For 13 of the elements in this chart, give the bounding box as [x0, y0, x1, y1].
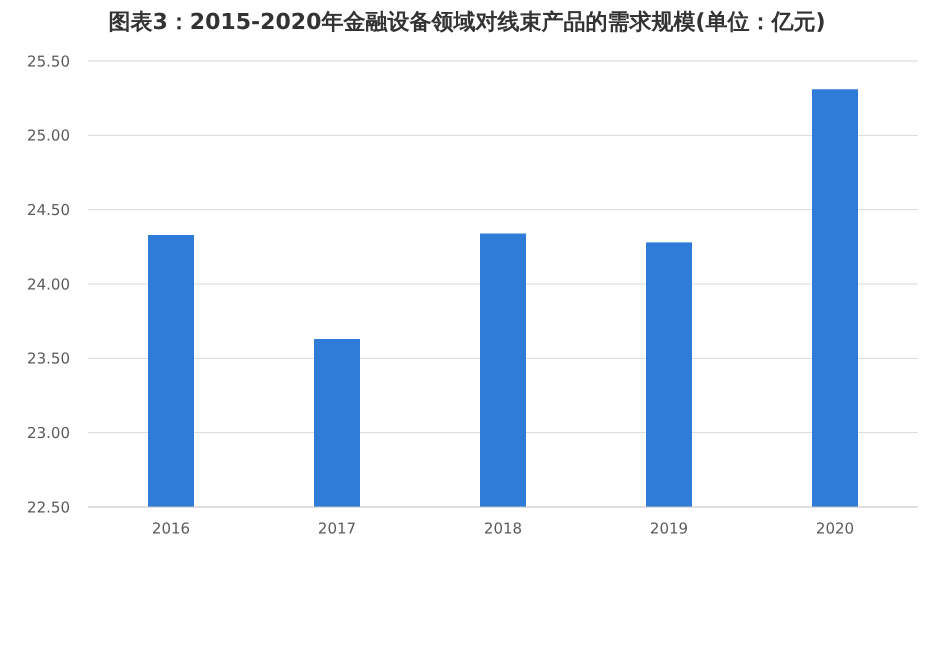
y-tick-label: 23.50: [27, 350, 70, 368]
x-tick-label: 2017: [318, 520, 356, 538]
x-tick-label: 2020: [816, 520, 854, 538]
x-tick-label: 2016: [152, 520, 190, 538]
y-tick-label: 24.00: [27, 275, 70, 294]
x-tick-label: 2019: [650, 520, 688, 538]
y-tick-label: 24.50: [27, 200, 70, 219]
x-tick-label: 2018: [484, 520, 522, 538]
y-tick-label: 25.50: [27, 52, 70, 70]
y-tick-label: 22.50: [27, 498, 70, 516]
y-tick-label: 23.00: [27, 424, 70, 442]
chart-title: 图表3：2015-2020年金融设备领域对线束产品的需求规模(单位：亿元): [107, 9, 826, 37]
y-tick-label: 25.00: [27, 126, 70, 145]
